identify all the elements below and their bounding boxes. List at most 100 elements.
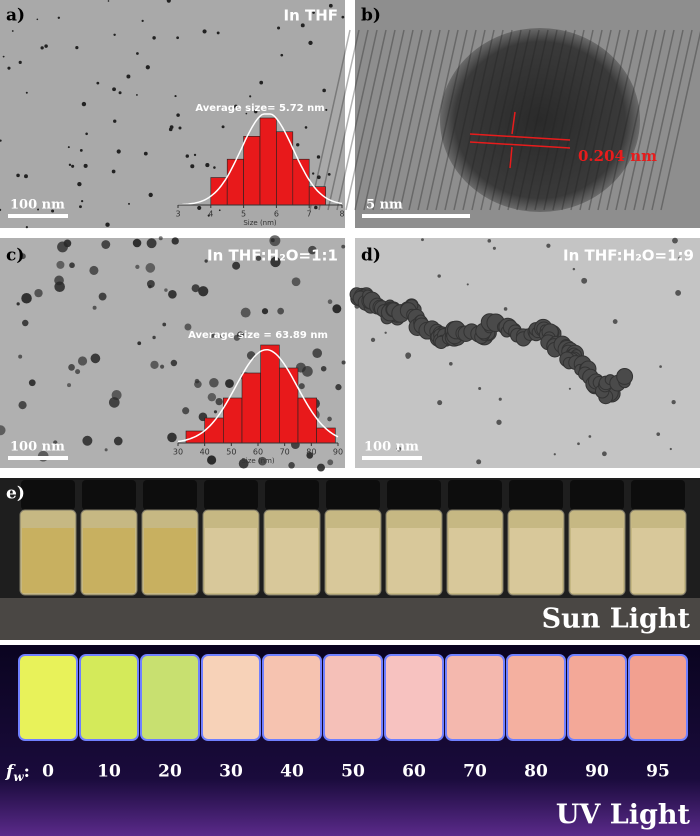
particle <box>568 387 571 390</box>
particle <box>308 40 313 46</box>
particle <box>341 360 346 365</box>
histogram-bar <box>226 158 244 206</box>
lattice-fringe <box>561 29 603 211</box>
decorations <box>0 0 700 741</box>
particle <box>487 239 492 243</box>
particle <box>85 132 88 136</box>
particle <box>261 308 269 315</box>
particle <box>678 256 681 260</box>
particle <box>185 154 189 158</box>
vial-liquid <box>205 528 257 593</box>
lattice-fringe <box>435 29 477 211</box>
particle <box>240 307 251 318</box>
particle <box>44 44 48 48</box>
particle <box>218 209 221 212</box>
vial-liquid <box>83 528 135 593</box>
particle <box>396 446 402 452</box>
particle <box>158 236 163 241</box>
vial-cap <box>265 480 319 510</box>
histogram-bar <box>316 427 336 444</box>
particle <box>101 240 111 249</box>
vial-liquid <box>510 528 562 593</box>
particle <box>98 292 107 301</box>
particle <box>136 94 138 96</box>
vial-cap <box>448 480 502 510</box>
particle <box>113 119 117 123</box>
particle <box>216 31 220 35</box>
particle <box>0 208 2 212</box>
x-tick-label: 5 <box>241 210 246 219</box>
scale-bar <box>8 456 68 460</box>
fraction-label: 90 <box>585 762 609 782</box>
fraction-label: 10 <box>97 762 121 782</box>
particle <box>118 91 122 95</box>
particle <box>320 365 327 372</box>
lattice-fringe <box>354 29 396 211</box>
particle <box>176 36 179 40</box>
particle <box>190 164 195 169</box>
particle <box>28 379 36 387</box>
particle <box>237 331 244 339</box>
particle <box>306 452 314 459</box>
particle <box>89 265 99 275</box>
particle <box>255 255 262 261</box>
particle <box>225 379 234 388</box>
particle <box>221 125 225 129</box>
histogram-title: Average size= 5.72 nm <box>195 103 324 114</box>
lattice-fringe <box>606 29 648 211</box>
particle <box>25 91 28 94</box>
fw-symbol: f <box>5 762 16 782</box>
particle <box>24 174 28 179</box>
particle <box>18 354 23 359</box>
particle <box>207 455 217 465</box>
particle <box>327 299 333 305</box>
particle <box>51 209 55 213</box>
particle <box>193 153 197 157</box>
particle <box>135 264 140 270</box>
particle <box>16 302 20 306</box>
vial-cap <box>143 480 197 510</box>
x-tick-label: 70 <box>280 448 290 457</box>
lattice-fringe <box>498 29 540 211</box>
histogram-title: Average size = 63.89 nm <box>188 330 328 341</box>
lattice-fringe <box>372 29 414 211</box>
histogram-bar <box>259 117 277 206</box>
particle <box>277 26 281 30</box>
particle <box>168 127 173 132</box>
x-tick-label: 50 <box>226 448 236 457</box>
fraction-label: 30 <box>219 762 243 782</box>
particle <box>669 447 672 451</box>
particle <box>141 19 144 22</box>
particle <box>437 400 443 406</box>
particle <box>160 364 165 369</box>
particle <box>16 173 20 178</box>
particle <box>258 456 267 466</box>
aggregate <box>616 368 634 385</box>
particle <box>207 214 210 217</box>
particle <box>178 126 182 130</box>
particle <box>67 383 72 388</box>
vial-cap <box>82 480 136 510</box>
fraction-label: 40 <box>280 762 304 782</box>
particle <box>18 60 22 64</box>
particle <box>213 410 218 414</box>
lattice-fringe <box>651 29 693 211</box>
x-tick-label: 6 <box>274 210 279 219</box>
particle <box>34 288 43 298</box>
tem-image-d <box>355 238 700 468</box>
particle <box>21 292 32 304</box>
particle <box>671 399 676 405</box>
scale-label: 5 nm <box>366 198 403 213</box>
vial-liquid <box>266 528 318 593</box>
particle <box>277 307 284 315</box>
lattice-fringe <box>552 29 594 211</box>
lattice-fringe <box>381 29 423 211</box>
particle <box>53 440 58 445</box>
particle <box>207 392 217 402</box>
lattice-fringe <box>336 29 378 211</box>
particle <box>166 0 171 3</box>
particle <box>18 401 27 410</box>
vial-cap <box>631 480 685 510</box>
vial-liquid <box>22 528 74 593</box>
particle <box>270 256 281 268</box>
